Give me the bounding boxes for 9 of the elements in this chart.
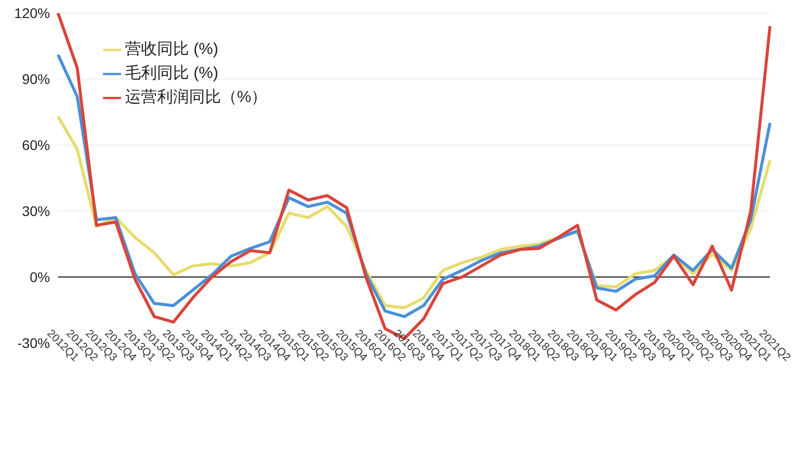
y-tick-label: 60% <box>22 136 50 153</box>
legend-label: 毛利同比 (%) <box>125 65 218 82</box>
legend-label: 营收同比 (%) <box>125 41 218 58</box>
y-tick-label: -30% <box>17 334 50 351</box>
legend-label: 运营利润同比（%） <box>125 89 268 106</box>
y-tick-label: 30% <box>22 202 50 219</box>
y-tick-label: 120% <box>14 4 50 21</box>
y-tick-label: 90% <box>22 70 50 87</box>
y-tick-label: 0% <box>30 268 50 285</box>
